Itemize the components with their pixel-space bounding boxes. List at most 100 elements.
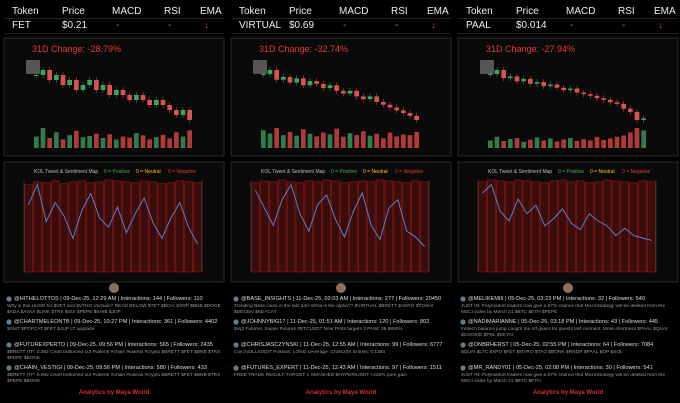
- row-cell: -: [116, 20, 120, 31]
- tweet-meta: @JOHNNYBIG17 | 11-Dec-25, 01:51 AM | Int…: [241, 319, 430, 325]
- candle: [528, 78, 533, 84]
- volume-bar: [307, 133, 313, 148]
- logo: [480, 60, 494, 74]
- header-cell: Price: [289, 6, 312, 17]
- sentiment-bar: [549, 180, 558, 273]
- candle: [394, 107, 399, 111]
- tweet-avatar: [6, 342, 12, 348]
- sentiment-bar: [50, 180, 60, 273]
- row-cell: -: [343, 20, 347, 31]
- sentiment-bar: [251, 182, 260, 273]
- tweet-meta: @MR_RANDY01 | 05-Dec-25, 02:08 PM | Inte…: [468, 365, 653, 371]
- row-cell: ↓: [431, 20, 436, 31]
- header-cell: RSI: [391, 6, 408, 17]
- sentiment-bar: [139, 180, 149, 273]
- legend-entry: 0 = Neutral: [136, 169, 161, 175]
- row-cell: FET: [12, 20, 31, 31]
- volume-bar: [327, 134, 333, 148]
- volume-bar: [628, 132, 633, 148]
- tweet-meta: @FUTURES_EXPERT | 11-Dec-25, 12:43 AM | …: [241, 365, 442, 371]
- volume-bar: [281, 135, 286, 148]
- candle: [374, 96, 379, 102]
- candle: [407, 113, 413, 116]
- sentiment-bar: [304, 180, 314, 273]
- sentiment-bar: [286, 181, 296, 273]
- legend-entry: 0 = Negative: [622, 169, 650, 175]
- candle: [314, 81, 319, 84]
- tweet-meta: @MELIKEMIII | 05-Dec-25, 03:23 PM | Inte…: [468, 296, 645, 302]
- candle: [581, 92, 586, 95]
- tweet-meta: @CHARTMELEONTB | 09-Dec-25, 10:27 PM | I…: [14, 319, 218, 325]
- sentiment-bar: [585, 182, 594, 273]
- candle: [341, 90, 346, 94]
- volume-bar: [621, 135, 626, 148]
- candle: [494, 70, 500, 75]
- volume-bar: [321, 132, 326, 148]
- candle: [641, 118, 646, 120]
- footer: Analytics by Maya World: [305, 390, 377, 396]
- sentiment-bar: [366, 181, 376, 273]
- volume-bar: [374, 133, 379, 148]
- volume-bar: [528, 139, 533, 148]
- sentiment-bar: [402, 182, 411, 273]
- candle: [387, 104, 393, 108]
- volume-bar: [120, 136, 126, 148]
- sentiment-line: [27, 183, 198, 245]
- sentiment-bar: [175, 180, 184, 273]
- volume-bar: [381, 138, 386, 148]
- candle: [94, 80, 99, 90]
- tweet-avatar: [6, 365, 12, 371]
- volume-bar: [34, 136, 39, 148]
- candle: [120, 90, 126, 95]
- tweet-text: FREE TRADE RESULT: TARGET 1 SMASHED $HYP…: [234, 373, 407, 378]
- volume-bar: [634, 128, 640, 148]
- candle: [180, 110, 186, 115]
- volume-bar: [494, 136, 500, 148]
- volume-bar: [154, 137, 159, 148]
- tweet-avatar: [460, 365, 466, 371]
- candle: [147, 100, 152, 105]
- volume-bar: [347, 133, 353, 148]
- volume-bar: [274, 128, 279, 148]
- tweet-meta: @NADIMARIANNE | 05-Dec-25, 03:18 PM | In…: [468, 319, 659, 325]
- candle: [187, 110, 192, 120]
- tweet-text: $inj3 Futures, Sniper Futures #BTCUSDT N…: [234, 327, 403, 332]
- header-cell: EMA: [200, 6, 222, 17]
- sentiment-bar: [558, 179, 567, 273]
- footer: Analytics by Maya World: [78, 390, 150, 396]
- volume-bar: [134, 133, 139, 148]
- legend-entry: 0 = Negative: [395, 169, 423, 175]
- volume-bar: [301, 129, 306, 148]
- volume-bar: [100, 138, 106, 148]
- volume-bar: [261, 130, 266, 148]
- sentiment-bar: [496, 180, 505, 273]
- sentiment-bar: [24, 184, 33, 273]
- candle: [628, 108, 633, 112]
- candle: [301, 78, 306, 86]
- candle: [347, 90, 353, 94]
- volume-bar: [107, 134, 112, 148]
- tweet-text: Why is this HUGE for $VET and $VTHO Vech…: [7, 304, 221, 315]
- avatar: [336, 283, 346, 293]
- row-cell: VIRTUAL: [239, 20, 282, 31]
- volume-bar: [167, 138, 172, 148]
- sentiment-bar: [157, 183, 167, 273]
- row-cell: -: [622, 20, 626, 31]
- sentiment-bar: [269, 181, 278, 273]
- volume-bar: [514, 138, 520, 148]
- sentiment-bar: [620, 181, 630, 273]
- volume-bar: [40, 128, 46, 148]
- row-cell: $0.014: [516, 20, 547, 31]
- volume-bar: [287, 131, 293, 148]
- candle: [294, 78, 299, 83]
- volume-bar: [414, 131, 419, 148]
- sentiment-bar: [487, 179, 496, 273]
- sentiment-bar: [420, 181, 429, 273]
- volume-bar: [588, 140, 593, 148]
- volume-bar: [267, 133, 273, 148]
- sentiment-bar: [68, 181, 78, 273]
- volume-bar: [641, 130, 646, 148]
- sentiment-bar: [593, 181, 603, 273]
- volume-bar: [614, 136, 620, 148]
- volume-bar: [568, 138, 573, 148]
